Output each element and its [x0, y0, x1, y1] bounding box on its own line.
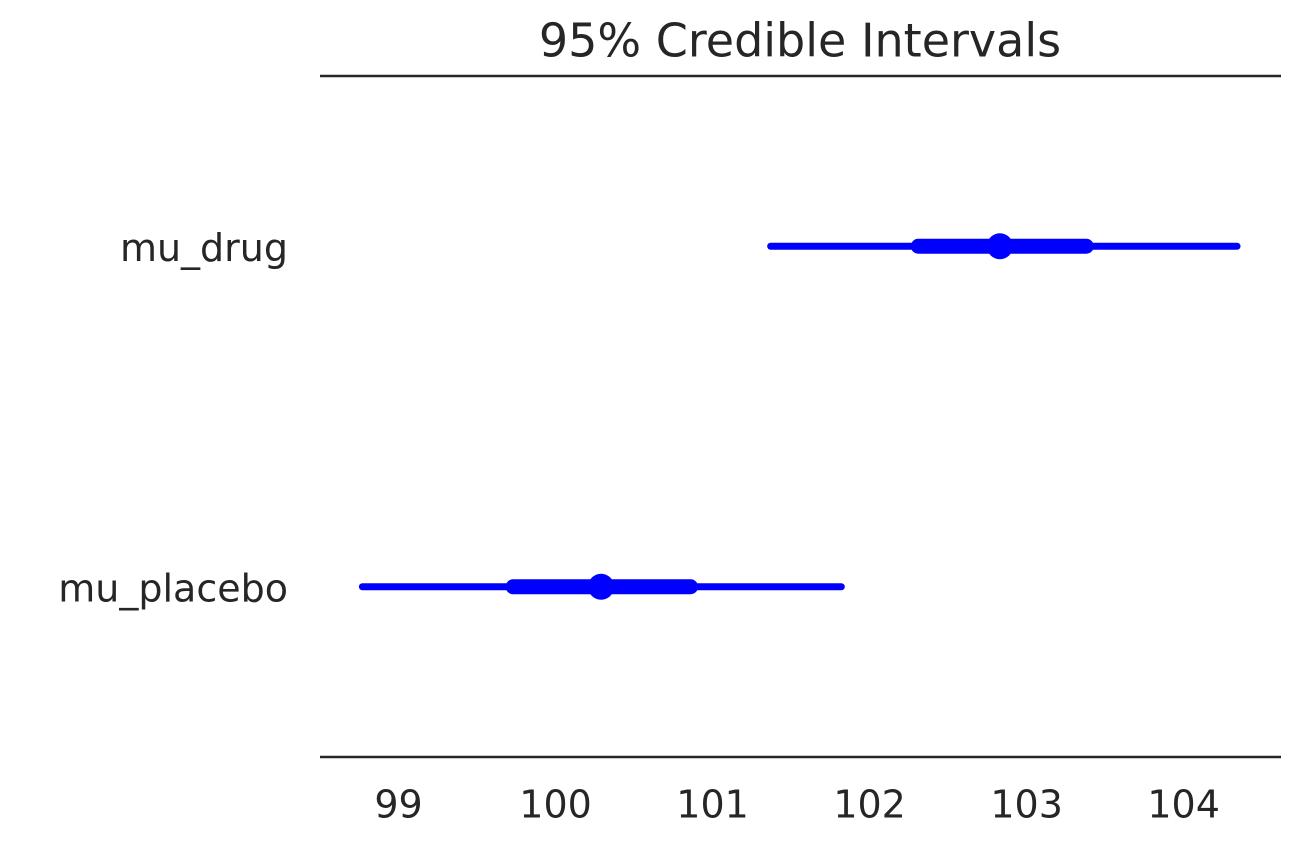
y-tick-label: mu_placebo — [58, 566, 288, 610]
median-point — [588, 573, 615, 600]
median-point — [986, 233, 1013, 260]
x-tick-label: 101 — [676, 783, 749, 827]
x-tick-label: 99 — [374, 783, 422, 827]
chart-title: 95% Credible Intervals — [539, 14, 1061, 68]
x-tick-label: 103 — [990, 783, 1063, 827]
y-tick-label: mu_drug — [120, 226, 288, 270]
x-tick-label: 102 — [833, 783, 906, 827]
x-tick-label: 100 — [519, 783, 592, 827]
x-tick-label: 104 — [1147, 783, 1220, 827]
